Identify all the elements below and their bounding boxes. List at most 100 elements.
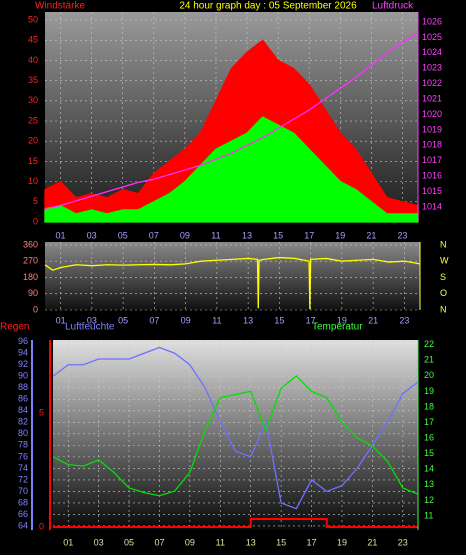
x-tick-label: 07 (149, 230, 159, 240)
y-tick-label: 35 (28, 75, 38, 85)
y2-tick-label: 16 (424, 432, 434, 442)
x-tick-label: 07 (154, 537, 164, 547)
y3-tick-label: 5 (39, 407, 44, 417)
y-tick-label: 82 (18, 417, 28, 427)
x-tick-label: 21 (367, 537, 377, 547)
x-tick-label: 01 (56, 230, 66, 240)
y-tick-label: 64 (18, 520, 28, 530)
y2-tick-label: 1025 (422, 32, 442, 42)
plot-area (45, 242, 420, 310)
x-tick-label: 05 (118, 315, 128, 325)
y2-label: Temperatur (312, 322, 363, 333)
y-tick-label: 180 (23, 272, 38, 282)
y-tick-label: 72 (18, 474, 28, 484)
y-tick-label: 92 (18, 359, 28, 369)
x-tick-label: 09 (181, 315, 191, 325)
x-tick-label: 11 (212, 315, 221, 325)
y-tick-label: 10 (28, 176, 38, 186)
y-tick-label: 68 (18, 497, 28, 507)
x-tick-label: 13 (243, 315, 253, 325)
series-line (44, 116, 419, 223)
series-line (44, 256, 421, 310)
plot-area (53, 340, 418, 530)
y2-tick-label: 18 (424, 401, 434, 411)
x-tick-label: 15 (276, 537, 286, 547)
y2-tick-label: 1019 (422, 124, 442, 134)
x-tick-label: 23 (397, 230, 407, 240)
y2-tick-label: S (440, 272, 446, 282)
y-tick-label: 90 (28, 288, 38, 298)
x-tick-label: 03 (87, 230, 97, 240)
x-tick-label: 23 (399, 315, 409, 325)
y2-tick-label: 17 (424, 417, 434, 427)
y-tick-label: 80 (18, 428, 28, 438)
x-tick-label: 19 (337, 315, 347, 325)
y2-tick-label: 19 (424, 386, 434, 396)
y2-tick-label: 12 (424, 495, 434, 505)
y2-tick-label: 1024 (422, 47, 442, 57)
x-tick-label: 05 (124, 537, 134, 547)
y-tick-label: 5 (33, 196, 38, 206)
y2-tick-label: 1020 (422, 109, 442, 119)
y2-tick-label: 14 (424, 464, 434, 474)
x-tick-label: 11 (211, 230, 220, 240)
series-line (52, 346, 419, 510)
y2-tick-label: 1021 (422, 93, 442, 103)
x-tick-label: 23 (398, 537, 408, 547)
y2-tick-label: O (440, 288, 447, 298)
x-tick-label: 01 (63, 537, 73, 547)
x-tick-label: 07 (149, 315, 159, 325)
y-tick-label: 45 (28, 35, 38, 45)
x-tick-label: 17 (306, 315, 316, 325)
series-line (44, 32, 419, 210)
y-tick-label: 15 (28, 156, 38, 166)
y2-tick-label: 21 (424, 355, 434, 365)
x-tick-label: 17 (307, 537, 317, 547)
y-tick-label: 0 (33, 304, 38, 314)
y-tick-label: 88 (18, 382, 28, 392)
x-tick-label: 15 (273, 230, 283, 240)
y2-tick-label: 1014 (422, 201, 442, 211)
y2-tick-label: 15 (424, 448, 434, 458)
y-tick-label: 90 (18, 371, 28, 381)
series-line (53, 518, 418, 529)
y-tick-label: 78 (18, 440, 28, 450)
y-tick-label: 70 (18, 486, 28, 496)
y-tick-label: 0 (33, 216, 38, 226)
y-tick-label: 270 (23, 256, 38, 266)
y-tick-label: 66 (18, 509, 28, 519)
x-tick-label: 03 (94, 537, 104, 547)
y-tick-label: 96 (18, 336, 28, 346)
y2-tick-label: 1018 (422, 140, 442, 150)
y-label: Luftfeuchte (65, 322, 115, 333)
y2-tick-label: 1017 (422, 155, 442, 165)
y-tick-label: 84 (18, 405, 28, 415)
x-tick-label: 21 (368, 315, 378, 325)
y2-tick-label: 1026 (422, 16, 442, 26)
x-tick-label: 21 (366, 230, 376, 240)
x-tick-label: 13 (246, 537, 256, 547)
y-tick-label: 25 (28, 115, 38, 125)
x-tick-label: 13 (242, 230, 252, 240)
y-label: Windstärke (35, 1, 85, 12)
x-tick-label: 03 (87, 315, 97, 325)
y3-label: Regen (0, 322, 29, 333)
y2-tick-label: N (440, 304, 447, 314)
y2-tick-label: W (440, 256, 449, 266)
series-line (52, 374, 419, 497)
x-tick-label: 15 (274, 315, 284, 325)
x-tick-label: 05 (118, 230, 128, 240)
y-tick-label: 86 (18, 394, 28, 404)
x-tick-label: 11 (216, 537, 225, 547)
y-tick-label: 76 (18, 451, 28, 461)
y-tick-label: 50 (28, 14, 38, 24)
x-tick-label: 09 (180, 230, 190, 240)
y2-tick-label: 20 (424, 370, 434, 380)
y2-tick-label: 1022 (422, 78, 442, 88)
y2-label: Luftdruck (372, 1, 414, 12)
x-tick-label: 17 (304, 230, 314, 240)
x-tick-label: 19 (337, 537, 347, 547)
y-tick-label: 20 (28, 136, 38, 146)
y2-tick-label: 1023 (422, 63, 442, 73)
